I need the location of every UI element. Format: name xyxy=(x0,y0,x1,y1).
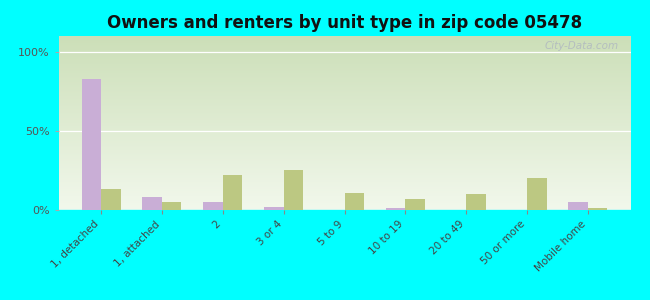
Bar xyxy=(162,202,181,210)
Bar xyxy=(466,194,486,210)
Bar xyxy=(101,189,120,210)
Text: City-Data.com: City-Data.com xyxy=(545,41,619,51)
Bar xyxy=(142,197,162,210)
Bar xyxy=(588,208,607,210)
Bar xyxy=(406,199,425,210)
Bar xyxy=(283,170,303,210)
Bar xyxy=(264,207,283,210)
Bar xyxy=(82,79,101,210)
Bar xyxy=(386,208,406,210)
Bar xyxy=(203,202,223,210)
Title: Owners and renters by unit type in zip code 05478: Owners and renters by unit type in zip c… xyxy=(107,14,582,32)
Bar xyxy=(344,193,364,210)
Bar xyxy=(223,175,242,210)
Bar xyxy=(527,178,547,210)
Bar xyxy=(569,202,588,210)
